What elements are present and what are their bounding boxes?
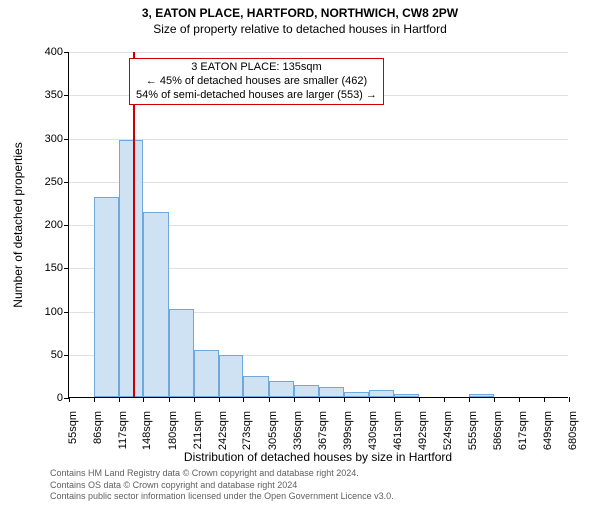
x-tick-mark [294,397,295,402]
x-axis-title: Distribution of detached houses by size … [184,450,452,464]
x-tick-mark [269,397,270,402]
y-tick-label: 250 [45,176,69,188]
plot-area: 05010015020025030035040055sqm86sqm117sqm… [68,52,568,398]
annotation-box: 3 EATON PLACE: 135sqm ← 45% of detached … [129,58,384,105]
chart-container: Number of detached properties 0501001502… [0,6,600,506]
x-tick-label: 399sqm [342,403,354,450]
histogram-bar [119,140,144,397]
x-tick-label: 649sqm [542,403,554,450]
grid-line [69,139,568,140]
x-tick-label: 367sqm [317,403,329,450]
x-tick-label: 242sqm [217,403,229,450]
x-tick-label: 555sqm [467,403,479,450]
annotation-line-2: ← 45% of detached houses are smaller (46… [136,75,377,89]
y-tick-label: 200 [45,219,69,231]
histogram-bar [369,390,394,397]
y-tick-label: 350 [45,89,69,101]
x-tick-mark [519,397,520,402]
x-tick-mark [494,397,495,402]
x-tick-mark [243,397,244,402]
histogram-bar [344,392,369,397]
histogram-bar [469,394,494,397]
histogram-bar [94,197,119,397]
y-tick-label: 150 [45,262,69,274]
annotation-line-3: 54% of semi-detached houses are larger (… [136,89,377,103]
histogram-bar [294,385,319,397]
x-tick-mark [469,397,470,402]
x-tick-mark [194,397,195,402]
x-tick-mark [344,397,345,402]
x-tick-mark [169,397,170,402]
histogram-bar [194,350,219,397]
x-tick-mark [94,397,95,402]
histogram-bar [243,376,269,397]
y-tick-label: 100 [45,306,69,318]
x-tick-mark [444,397,445,402]
chart-footer: Contains HM Land Registry data © Crown c… [0,468,600,502]
annotation-line-1: 3 EATON PLACE: 135sqm [136,61,377,75]
x-tick-mark [219,397,220,402]
x-tick-label: 148sqm [141,403,153,450]
x-tick-label: 680sqm [567,403,579,450]
x-tick-mark [319,397,320,402]
grid-line [69,182,568,183]
footer-line-2: Contains OS data © Crown copyright and d… [50,480,600,491]
x-tick-label: 336sqm [292,403,304,450]
histogram-bar [169,309,194,397]
x-tick-label: 117sqm [117,403,129,449]
y-tick-label: 400 [45,46,69,58]
histogram-bar [394,394,419,397]
y-tick-label: 300 [45,133,69,145]
footer-line-1: Contains HM Land Registry data © Crown c… [50,468,600,479]
x-tick-label: 461sqm [392,403,404,450]
x-tick-label: 211sqm [192,403,204,449]
x-tick-label: 617sqm [517,403,529,450]
x-tick-label: 180sqm [167,403,179,450]
histogram-bar [319,387,345,397]
x-tick-mark [569,397,570,402]
x-tick-label: 86sqm [92,403,104,444]
x-tick-mark [544,397,545,402]
x-tick-label: 55sqm [67,403,79,444]
x-tick-mark [69,397,70,402]
histogram-bar [219,355,244,397]
x-tick-label: 586sqm [492,403,504,450]
y-tick-label: 50 [51,349,69,361]
x-tick-mark [369,397,370,402]
grid-line [69,52,568,53]
x-tick-mark [394,397,395,402]
x-tick-label: 492sqm [417,403,429,450]
histogram-bar [269,381,294,397]
x-tick-label: 273sqm [241,403,253,450]
x-tick-label: 524sqm [442,403,454,450]
x-tick-mark [143,397,144,402]
y-axis-title: Number of detached properties [11,142,25,307]
x-tick-mark [119,397,120,402]
x-tick-mark [419,397,420,402]
x-tick-label: 430sqm [367,403,379,450]
histogram-bar [143,212,169,397]
footer-line-3: Contains public sector information licen… [50,491,600,502]
x-tick-label: 305sqm [267,403,279,450]
